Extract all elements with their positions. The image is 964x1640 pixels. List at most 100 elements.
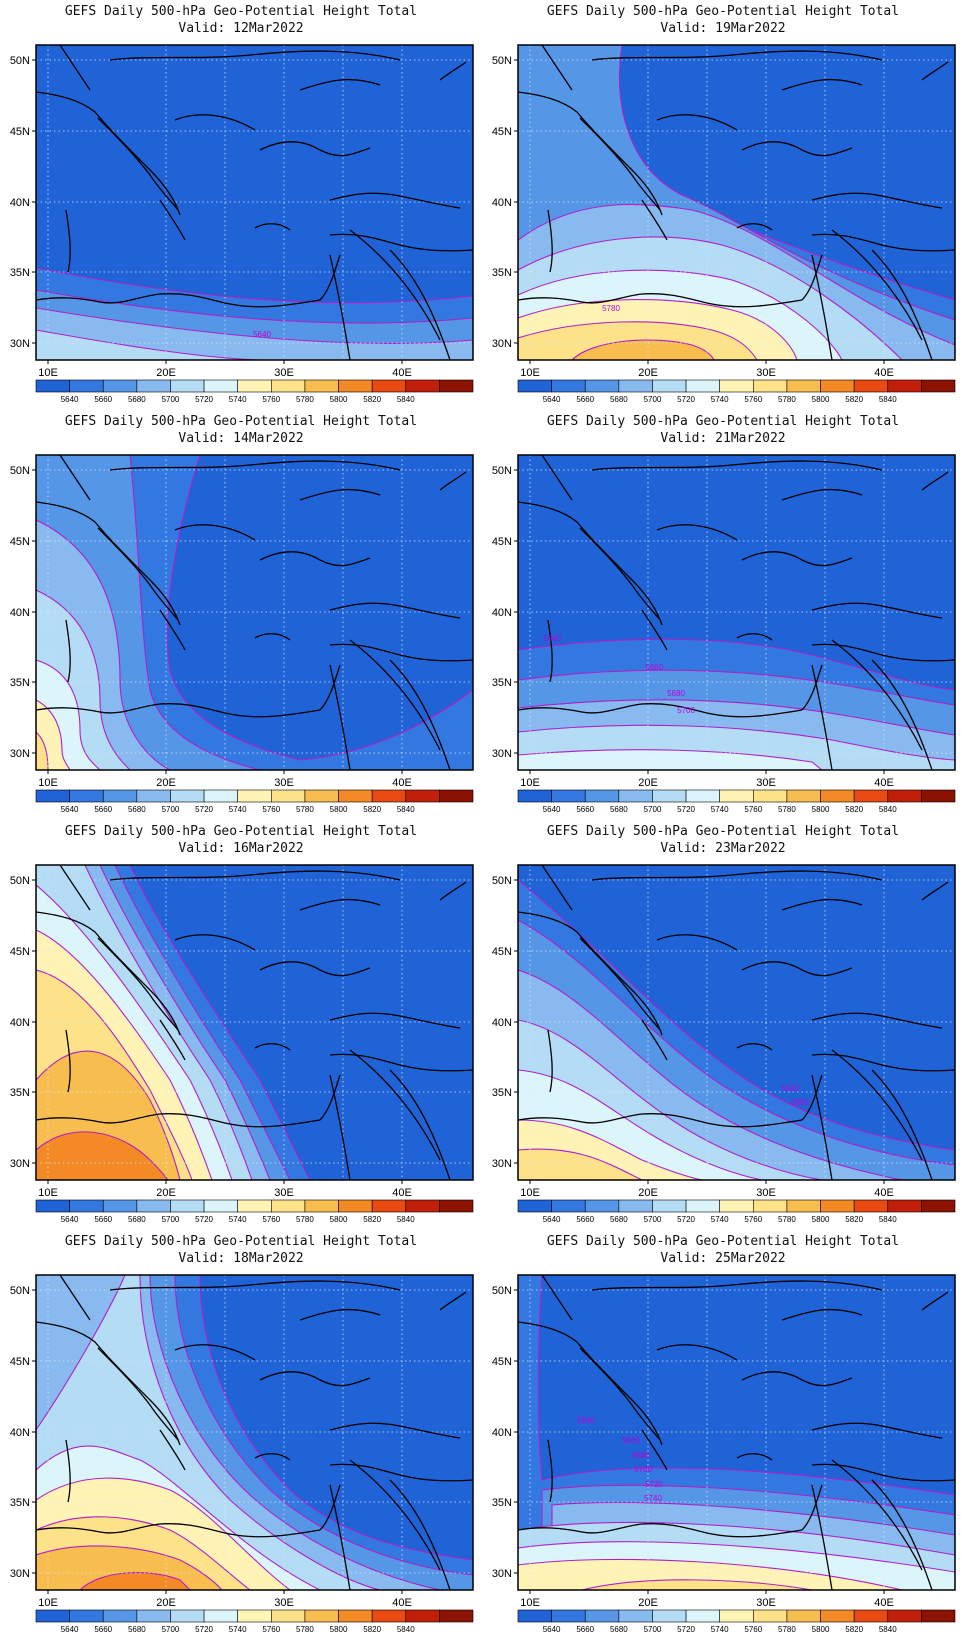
colorbar-level-label: 5660 — [94, 805, 112, 814]
colorbar-level-label: 5840 — [397, 805, 415, 814]
colorbar-swatch — [237, 379, 272, 393]
lat-tick-label: 40N — [10, 607, 30, 619]
lat-tick-label: 40N — [10, 1427, 30, 1439]
panel-valid-date: Valid: 16Mar2022 — [178, 841, 304, 856]
contour-label: 5680 — [632, 1451, 650, 1460]
colorbar-level-label: 5720 — [677, 1625, 695, 1634]
lat-tick-label: 50N — [10, 1285, 30, 1297]
colorbar-level-label: 5760 — [262, 1215, 280, 1224]
colorbar-level-label: 5680 — [610, 805, 628, 814]
colorbar-swatch — [102, 789, 138, 803]
height-field — [518, 865, 955, 1180]
lon-tick-label: 30E — [756, 1187, 776, 1199]
colorbar-level-label: 5700 — [644, 1625, 662, 1634]
colorbar-swatch — [237, 1199, 272, 1213]
colorbar-swatch — [439, 379, 474, 393]
colorbar-level-label: 5700 — [644, 395, 662, 404]
colorbar-swatch — [921, 789, 956, 803]
colorbar-swatch — [618, 379, 653, 393]
lat-tick-label: 50N — [492, 465, 512, 477]
contour-label: 5780 — [602, 304, 620, 313]
colorbar-level-label: 5820 — [845, 805, 863, 814]
colorbar-level-label: 5840 — [879, 805, 897, 814]
lon-tick-label: 40E — [874, 1597, 894, 1609]
contour-label: 5660 — [645, 663, 663, 672]
map-panel: GEFS Daily 500-hPa Geo-Potential Height … — [0, 0, 482, 410]
lon-tick-label: 30E — [274, 1597, 294, 1609]
colorbar-swatch — [887, 1609, 922, 1623]
colorbar-level-label: 5840 — [397, 1625, 415, 1634]
colorbar-swatch — [853, 1199, 889, 1213]
colorbar-swatch — [304, 789, 339, 803]
colorbar-level-label: 5700 — [162, 1215, 180, 1224]
colorbar-swatch — [753, 1199, 788, 1213]
colorbar-swatch — [439, 1609, 474, 1623]
panel-title: GEFS Daily 500-hPa Geo-Potential Height … — [546, 4, 900, 19]
colorbar-level-label: 5760 — [744, 1215, 762, 1224]
panel-valid-date: Valid: 12Mar2022 — [178, 21, 304, 36]
lon-tick-label: 10E — [520, 1187, 540, 1199]
colorbar-level-label: 5840 — [879, 1625, 897, 1634]
colorbar-swatch — [371, 379, 407, 393]
colorbar-swatch — [652, 789, 687, 803]
colorbar-level-label: 5640 — [61, 1625, 79, 1634]
colorbar-swatch — [887, 789, 922, 803]
colorbar-level-label: 5660 — [576, 395, 594, 404]
colorbar-swatch — [405, 1199, 440, 1213]
lat-tick-label: 40N — [492, 607, 512, 619]
colorbar-level-label: 5840 — [397, 395, 415, 404]
lat-tick-label: 35N — [492, 677, 512, 689]
colorbar-swatch — [439, 1199, 474, 1213]
colorbar-level-label: 5680 — [610, 1215, 628, 1224]
colorbar-level-label: 5800 — [330, 1625, 348, 1634]
lat-tick-label: 35N — [492, 1497, 512, 1509]
lat-tick-label: 40N — [10, 197, 30, 209]
colorbar-level-label: 5820 — [363, 1215, 381, 1224]
colorbar-level-label: 5700 — [644, 1215, 662, 1224]
colorbar-swatch — [820, 1609, 855, 1623]
colorbar-swatch — [35, 1609, 70, 1623]
contour-label: 5740 — [644, 1494, 662, 1503]
lat-tick-label: 45N — [10, 946, 30, 958]
lat-tick-label: 30N — [492, 1158, 512, 1170]
graticule — [36, 865, 473, 1180]
colorbar-swatch — [584, 1609, 620, 1623]
colorbar-swatch — [551, 1199, 586, 1213]
lon-tick-label: 30E — [756, 777, 776, 789]
lat-tick-label: 35N — [10, 267, 30, 279]
lon-tick-label: 40E — [874, 1187, 894, 1199]
lon-tick-label: 10E — [520, 777, 540, 789]
lat-tick-label: 45N — [492, 126, 512, 138]
colorbar-swatch — [584, 1199, 620, 1213]
colorbar-level-label: 5780 — [296, 1625, 314, 1634]
height-field — [518, 45, 955, 360]
colorbar-level-label: 5700 — [162, 395, 180, 404]
colorbar-swatch — [820, 1199, 855, 1213]
lon-tick-label: 10E — [38, 367, 58, 379]
lat-tick-label: 30N — [10, 748, 30, 760]
lon-tick-label: 10E — [520, 1597, 540, 1609]
colorbar-level-label: 5720 — [677, 395, 695, 404]
colorbar-swatch — [719, 379, 754, 393]
lat-tick-label: 30N — [10, 338, 30, 350]
height-field — [36, 45, 473, 360]
colorbar-swatch — [551, 379, 586, 393]
lat-tick-label: 50N — [492, 1285, 512, 1297]
graticule — [518, 1275, 955, 1590]
colorbar-swatch — [921, 379, 956, 393]
map-panel: GEFS Daily 500-hPa Geo-Potential Height … — [0, 1230, 482, 1640]
colorbar-level-label: 5640 — [543, 1215, 561, 1224]
colorbar-swatch — [338, 1609, 373, 1623]
colorbar-swatch — [405, 379, 440, 393]
lon-tick-label: 20E — [156, 777, 176, 789]
colorbar-swatch — [304, 1609, 339, 1623]
colorbar-swatch — [853, 789, 889, 803]
lon-tick-label: 10E — [38, 1597, 58, 1609]
colorbar-swatch — [136, 1609, 171, 1623]
colorbar: 5640 5660 5680 5700 5720 5740 5760 5780 5800 5820… — [517, 789, 956, 814]
colorbar-level-label: 5680 — [128, 1215, 146, 1224]
map-panel: GEFS Daily 500-hPa Geo-Potential Height … — [0, 820, 482, 1230]
colorbar: 5640 5660 5680 5700 5720 5740 5760 5780 5800 5820… — [35, 789, 474, 814]
colorbar-swatch — [786, 1609, 821, 1623]
